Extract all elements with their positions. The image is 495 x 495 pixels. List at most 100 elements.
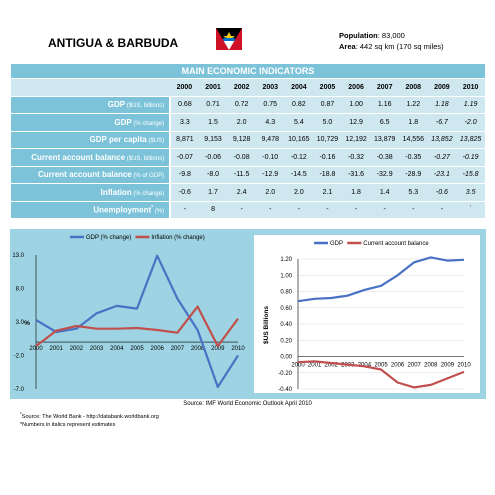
table-cell: -9.8	[170, 166, 199, 184]
source-note: Source: IMF World Economic Outlook April…	[183, 401, 312, 407]
table-cell: -0.08	[227, 148, 256, 167]
x-tick-label: 2005	[130, 346, 144, 352]
x-tick-label: 2002	[70, 346, 84, 352]
table-cell: 13,879	[370, 131, 399, 149]
table-cell: 9,478	[255, 131, 285, 149]
row-label-unit: ($US, billions)	[125, 103, 165, 110]
table-cell: 2.0	[255, 183, 285, 202]
empty-corner	[11, 78, 171, 97]
table-cell: 14,556	[398, 131, 428, 149]
row-label: GDP per capita ($US)	[11, 131, 172, 149]
y-axis-label: %	[24, 320, 30, 327]
year-cell: 2005	[313, 78, 342, 97]
population-label: Population	[339, 31, 378, 40]
table-cell: -11.5	[227, 166, 256, 184]
x-tick-label: 2008	[191, 346, 205, 352]
table-cell: -0.27	[427, 148, 457, 167]
table-cell: 1.19	[456, 96, 485, 114]
legend-label: GDP (% change)	[86, 235, 131, 241]
x-tick-label: 2009	[441, 363, 455, 369]
table-cell: `	[456, 201, 485, 219]
table-cell: 5.0	[313, 113, 342, 132]
table-cell: 9,128	[227, 131, 256, 149]
row-label: GDP (% change)	[11, 113, 172, 132]
x-tick-label: 2001	[308, 363, 322, 369]
table-cell: -	[341, 201, 371, 219]
table-cell: 1.22	[398, 96, 428, 114]
table-cell: 13,825	[456, 131, 485, 149]
table-cell: -12.9	[255, 166, 285, 184]
table-row: GDP (% change) 3.3 1.5 2.0 4.3 5.4 5.0 12.9 6.5 1…	[11, 113, 485, 132]
row-label-unit: (% change)	[131, 120, 165, 127]
table-cell: 13,852	[427, 131, 457, 149]
table-cell: -0.32	[341, 148, 371, 167]
table-cell: -	[313, 201, 342, 219]
table-cell: -	[398, 201, 428, 219]
table-cell: -0.07	[170, 148, 199, 167]
legend-label: GDP	[330, 241, 343, 247]
table-cell: -23.1	[427, 166, 457, 184]
x-tick-label: 2010	[231, 346, 245, 352]
y-tick-label: 3.0	[16, 320, 25, 326]
table-cell: 1.8	[341, 183, 371, 202]
row-label-unit: ($US, billions)	[125, 155, 165, 162]
table-cell: -	[227, 201, 256, 219]
table-cell: 2.1	[313, 183, 342, 202]
y-axis-label: $US Billions	[263, 306, 270, 344]
row-label: Current account balance (% of GDP)	[11, 166, 172, 184]
year-cell: 2008	[398, 78, 428, 97]
legend-label: Inflation (% change)	[151, 235, 204, 241]
y-tick-label: -2.0	[14, 354, 25, 360]
table-cell: 12.9	[341, 113, 371, 132]
table-cell: -0.06	[198, 148, 228, 167]
x-tick-label: 2010	[457, 363, 471, 369]
table-row: Current account balance (% of GDP) -9.8 -8…	[11, 166, 485, 184]
row-label: Inflation (% change)	[11, 183, 172, 202]
table-cell: 5.4	[284, 113, 314, 132]
footnote-mark: *	[20, 411, 22, 416]
table-cell: 1.7	[198, 183, 228, 202]
x-tick-label: 2009	[211, 346, 225, 352]
table-cell: -0.6	[427, 183, 457, 202]
table-cell: 0.68	[170, 96, 199, 114]
table-cell: 1.5	[198, 113, 228, 132]
row-label-text: GDP per capita	[89, 135, 147, 145]
row-label-text: Current account balance	[37, 170, 132, 180]
growth-inflation-svg: 13.0 8.0 3.0 -2.0 -7.0 2000 2001 2002 2003 2004 20…	[12, 235, 245, 393]
year-cell: 2001	[198, 78, 228, 97]
table-cell: 3.3	[170, 113, 199, 132]
flag-icon	[216, 28, 242, 50]
table-cell: -	[427, 201, 457, 219]
table-cell: 5.3	[398, 183, 428, 202]
table-cell: -18.8	[313, 166, 342, 184]
table-cell: -0.12	[284, 148, 314, 167]
x-tick-label: 2003	[90, 346, 104, 352]
table-header-row: MAIN ECONOMIC INDICATORS	[11, 64, 485, 79]
country-title: ANTIGUA & BARBUDA	[48, 36, 179, 50]
table-cell: -0.10	[255, 148, 285, 167]
footnotes: *Source: The World Bank - http://databan…	[20, 410, 159, 429]
row-label-unit: ($US)	[146, 138, 165, 145]
table-cell: 10,729	[313, 131, 342, 149]
y-tick-label: 0.80	[280, 290, 292, 296]
x-tick-label: 2002	[325, 363, 339, 369]
table-cell: 0.71	[198, 96, 228, 114]
year-cell: 2009	[427, 78, 457, 97]
table-cell: 1.4	[370, 183, 399, 202]
table-title: MAIN ECONOMIC INDICATORS	[11, 64, 485, 79]
table-body: GDP ($US, billions) 0.68 0.71 0.72 0.75 0.82 0…	[11, 96, 485, 219]
y-tick-label: 8.0	[16, 287, 25, 293]
table-row: Current account balance ($US, billions) -…	[11, 148, 485, 167]
x-tick-label: 2006	[151, 346, 165, 352]
table-cell: 1.00	[341, 96, 371, 114]
table-cell: 4.3	[255, 113, 285, 132]
table-cell: -2.0	[456, 113, 485, 132]
row-label-text: GDP	[114, 117, 132, 127]
row-label-unit: (% change)	[131, 190, 165, 197]
footnote-worldbank: Source: The World Bank - http://databank…	[21, 413, 159, 420]
table-cell: -0.16	[313, 148, 342, 167]
footnote-italics: *Numbers in italics represent estimates	[20, 421, 116, 428]
row-label-text: GDP	[107, 100, 126, 110]
row-label: Current account balance ($US, billions)	[11, 148, 172, 167]
table-cell: 2.0	[227, 113, 256, 132]
